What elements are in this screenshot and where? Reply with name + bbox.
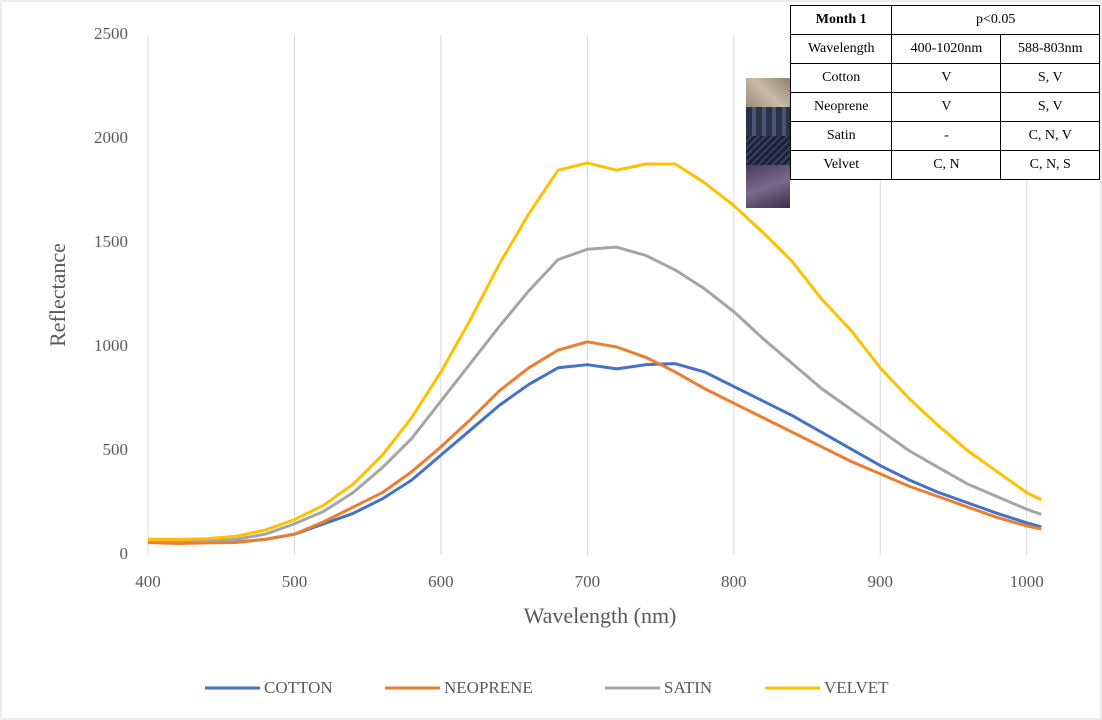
y-tick-label: 0	[120, 544, 129, 563]
table-header: Month 1 p<0.05	[789, 5, 1100, 35]
series-line	[148, 161, 1043, 541]
table-cell: S, V	[1000, 92, 1100, 122]
y-tick-label: 2000	[94, 128, 128, 147]
table-cell: Neoprene	[789, 92, 893, 122]
y-tick-label: 1000	[94, 336, 128, 355]
x-tick-label: 800	[721, 572, 747, 591]
y-tick-label: 1500	[94, 232, 128, 251]
y-tick-label: 500	[103, 440, 129, 459]
table-row: Neoprene V S, V	[789, 92, 1100, 122]
table-cell: V	[891, 92, 1002, 122]
table-cell: p<0.05	[891, 5, 1100, 35]
table-cell: 400-1020nm	[891, 34, 1002, 64]
table-cell: S, V	[1000, 63, 1100, 93]
texture-velvet	[746, 165, 790, 208]
y-tick-label: 2500	[94, 24, 128, 43]
table-cell: V	[891, 63, 1002, 93]
x-axis-label: Wavelength (nm)	[524, 603, 677, 628]
table-cell: 588-803nm	[1000, 34, 1100, 64]
legend-label: SATIN	[664, 678, 712, 697]
table-cell: -	[891, 121, 1002, 151]
series-line	[148, 245, 1042, 542]
legend-label: COTTON	[264, 678, 333, 697]
legend-label: VELVET	[824, 678, 889, 697]
x-tick-label: 700	[575, 572, 601, 591]
x-tick-label: 400	[135, 572, 161, 591]
texture-cotton	[746, 78, 790, 107]
x-tick-label: 600	[428, 572, 454, 591]
table-cell: Satin	[789, 121, 893, 151]
table-row: Wavelength 400-1020nm 588-803nm	[789, 34, 1100, 64]
texture-satin	[746, 136, 790, 165]
table-cell: Velvet	[789, 150, 893, 180]
texture-neoprene	[746, 107, 790, 136]
x-tick-label: 900	[868, 572, 894, 591]
legend-label: NEOPRENE	[444, 678, 533, 697]
table-row: Cotton V S, V	[789, 63, 1100, 93]
x-tick-label: 500	[282, 572, 308, 591]
x-tick-label: 1000	[1010, 572, 1044, 591]
table-cell: C, N	[891, 150, 1002, 180]
series-line	[147, 340, 1042, 546]
table-cell: C, N, V	[1000, 121, 1100, 151]
table-row: Velvet C, N C, N, S	[789, 150, 1100, 180]
y-axis-label: Reflectance	[45, 243, 70, 347]
table-cell: C, N, S	[1000, 150, 1100, 180]
table-cell: Cotton	[789, 63, 893, 93]
table-cell: Month 1	[789, 5, 893, 35]
table-row: Satin - C, N, V	[789, 121, 1100, 151]
table-cell: Wavelength	[789, 34, 893, 64]
series-line	[147, 362, 1042, 545]
stats-table: Month 1 p<0.05 Wavelength 400-1020nm 588-803…	[789, 5, 1100, 180]
